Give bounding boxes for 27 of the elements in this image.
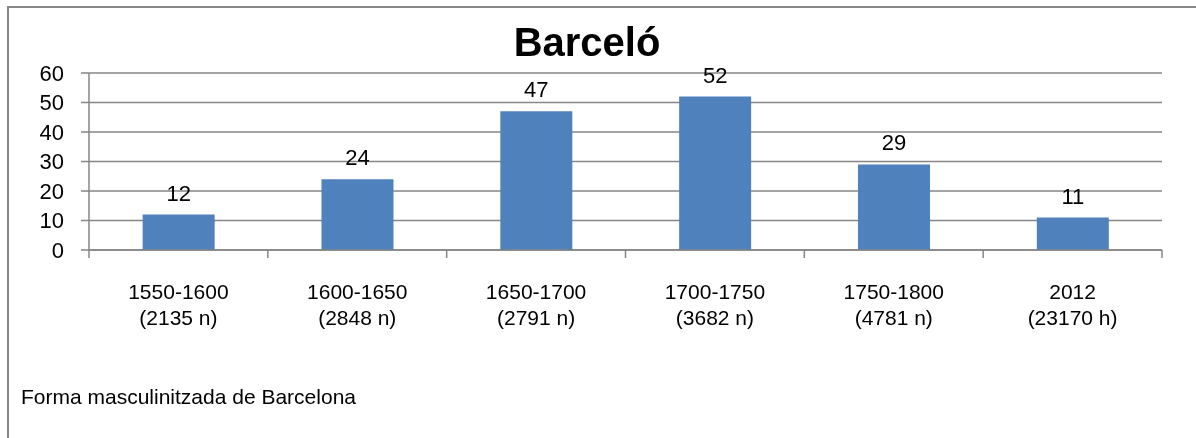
bar bbox=[500, 111, 573, 250]
x-tick-label: 1600-1650 (2848 n) bbox=[307, 280, 408, 329]
bar bbox=[679, 96, 752, 250]
bar bbox=[857, 164, 930, 250]
data-label: 24 bbox=[345, 145, 370, 171]
x-tick-label: 1650-1700 (2791 n) bbox=[485, 280, 587, 329]
y-tick-label: 10 bbox=[39, 208, 64, 234]
y-tick-label: 0 bbox=[51, 237, 64, 263]
x-tick-label: 1700-1750 (3682 n) bbox=[664, 280, 766, 329]
x-tick-label: 2012 (23170 h) bbox=[1027, 280, 1118, 329]
data-label: 29 bbox=[881, 130, 907, 156]
x-tick-label: 1750-1800 (4781 n) bbox=[843, 280, 944, 329]
data-label: 12 bbox=[166, 180, 191, 206]
y-tick-label: 50 bbox=[39, 90, 64, 116]
data-label: 11 bbox=[1061, 183, 1085, 209]
bar bbox=[321, 179, 394, 250]
data-label: 47 bbox=[524, 77, 549, 103]
bar bbox=[1036, 217, 1109, 250]
x-tick-label: 1550-1600 (2135 n) bbox=[128, 280, 229, 329]
y-tick-label: 60 bbox=[39, 60, 64, 86]
y-tick-label: 20 bbox=[39, 178, 64, 204]
text: Forma masculinitzada de Barcelona bbox=[21, 385, 356, 408]
y-tick-label: 40 bbox=[39, 119, 64, 145]
y-tick-label: 30 bbox=[39, 149, 64, 175]
data-label: 52 bbox=[702, 62, 728, 88]
chart-title: Barceló bbox=[512, 20, 662, 64]
bar bbox=[142, 214, 215, 250]
